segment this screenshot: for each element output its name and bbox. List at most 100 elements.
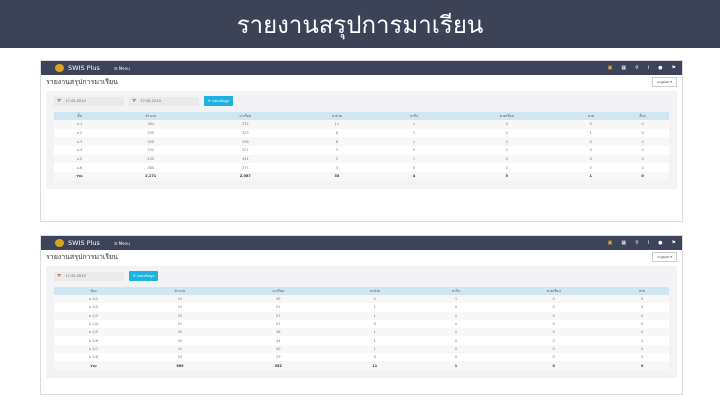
cell: 384	[104, 120, 197, 129]
cell: 0	[492, 344, 616, 354]
row-link[interactable]: ม.4	[76, 148, 83, 153]
date-to-input[interactable]: 📅 17-05-2019	[129, 96, 199, 106]
grid-icon[interactable]: ▦	[621, 240, 627, 246]
total-cell: 4	[379, 172, 449, 181]
flag-icon[interactable]: ⚑	[671, 240, 676, 246]
cell: 44	[276, 338, 281, 343]
table-row: ม.1/3 52 51 1 0 0 0	[54, 311, 669, 320]
cell: 51	[177, 322, 183, 327]
row-link[interactable]: ม.3	[54, 137, 105, 147]
row-link[interactable]: ม.1/7	[54, 344, 133, 354]
date-input[interactable]: 📅 17-05-2019	[54, 271, 124, 281]
show-data-button[interactable]: ⟳ แสดงข้อมูล	[129, 271, 159, 281]
cell: 0	[552, 322, 555, 327]
row-link[interactable]: ม.6	[76, 165, 83, 170]
row-link[interactable]: ม.1/6	[88, 338, 98, 343]
total-cell: 1	[419, 361, 492, 370]
total-cell: 5	[448, 172, 566, 181]
cell: 0	[615, 344, 669, 354]
total-cell: 35	[294, 172, 380, 181]
page-title: รายงานสรุปการมาเรียน	[46, 252, 118, 261]
cell: 0	[492, 295, 616, 304]
column-header: ลาป่วย	[329, 287, 420, 295]
cell: 0	[616, 154, 669, 164]
cell: 1	[379, 154, 449, 164]
column-header: ห้อง	[54, 287, 133, 295]
cell: 0	[552, 305, 555, 310]
cell: 45	[177, 338, 183, 343]
row-link[interactable]: ม.5	[54, 154, 105, 164]
cell: 1	[589, 131, 592, 136]
info-icon[interactable]: i	[647, 240, 650, 246]
cell: 8	[335, 131, 339, 136]
cell: 49	[132, 328, 227, 337]
cell: 1	[379, 120, 449, 129]
show-data-button[interactable]: ⟳ แสดงข้อมูล	[204, 96, 234, 106]
cell: 52	[132, 295, 227, 304]
cell: 0	[641, 338, 644, 343]
row-link[interactable]: ม.1/8	[88, 355, 98, 360]
cell: 0	[454, 322, 458, 327]
cell: 1	[412, 131, 416, 136]
cell: 0	[565, 154, 617, 164]
brand: SWIS Plus	[68, 64, 100, 72]
flag-icon[interactable]: ⚑	[671, 65, 676, 71]
search-icon[interactable]: ⚲	[635, 65, 639, 71]
cell: 2	[329, 295, 420, 304]
table-row: ม.1 384 372 11 1 0 0 0	[54, 120, 669, 129]
cell: 0	[589, 165, 592, 170]
cell: 0	[448, 120, 566, 129]
cell: 0	[454, 305, 458, 310]
search-icon[interactable]: ⚲	[635, 240, 639, 246]
cell: 0	[448, 154, 566, 164]
row-link[interactable]: ม.1/5	[54, 328, 133, 337]
column-header: สาย	[615, 287, 669, 295]
cell: 435	[104, 154, 197, 164]
row-link[interactable]: ม.1/4	[88, 322, 98, 327]
column-header: ขาดเรียน	[492, 287, 616, 295]
row-link[interactable]: ม.1/2	[88, 305, 98, 310]
cell: 3	[335, 165, 339, 170]
submenu-dropdown[interactable]: เมนูย่อย ▾	[652, 252, 677, 262]
menu-button[interactable]: ☰ Menu	[113, 240, 130, 246]
grid-icon[interactable]: ▦	[621, 65, 627, 71]
column-header: จำนวน	[104, 112, 197, 120]
table-row: ม.1/8 29 29 0 0 0 0	[54, 353, 669, 361]
info-icon[interactable]: i	[647, 65, 650, 71]
cell: 40	[226, 344, 330, 354]
total-cell: รวม	[54, 361, 133, 370]
row-link[interactable]: ม.1/3	[54, 311, 133, 320]
user-icon[interactable]: ●	[658, 240, 663, 246]
submenu-dropdown[interactable]: เมนูย่อย ▾	[652, 77, 677, 87]
column-header: ลาป่วย	[294, 112, 380, 120]
cell: 434	[196, 154, 295, 164]
cell: 51	[276, 322, 281, 327]
menu-button[interactable]: ☰ Menu	[113, 65, 130, 71]
row-link[interactable]: ม.1/1	[54, 295, 133, 304]
total-cell: 352	[226, 361, 330, 370]
total-cell: 369	[132, 361, 227, 370]
user-icon[interactable]: ●	[658, 65, 663, 71]
cell: 305	[104, 137, 197, 147]
notification-icon[interactable]: ▣	[607, 240, 613, 246]
cell: 0	[641, 355, 644, 360]
cell: 377	[241, 165, 249, 170]
cell: 323	[241, 131, 249, 136]
total-cell: 0	[616, 172, 669, 181]
row-link[interactable]: ม.1	[54, 120, 105, 129]
cell: 2	[505, 131, 508, 136]
cell: 327	[241, 148, 249, 153]
total-row: รวม 369 352 11 1 0 0	[54, 361, 669, 370]
cell: 1	[373, 305, 376, 310]
logo-icon	[55, 64, 64, 72]
column-header: อื่นๆ	[616, 112, 669, 120]
cell: 2	[505, 148, 508, 153]
row-link[interactable]: ม.2	[76, 131, 83, 136]
cell: 0	[412, 148, 416, 153]
table-row: ม.5 435 434 3 1 0 0 0	[54, 154, 669, 164]
date-from-input[interactable]: 📅 17-05-2019	[54, 96, 124, 106]
notification-icon[interactable]: ▣	[607, 65, 613, 71]
cell: 52	[132, 311, 227, 320]
cell: 0	[641, 305, 644, 310]
cell: 0	[419, 344, 492, 354]
